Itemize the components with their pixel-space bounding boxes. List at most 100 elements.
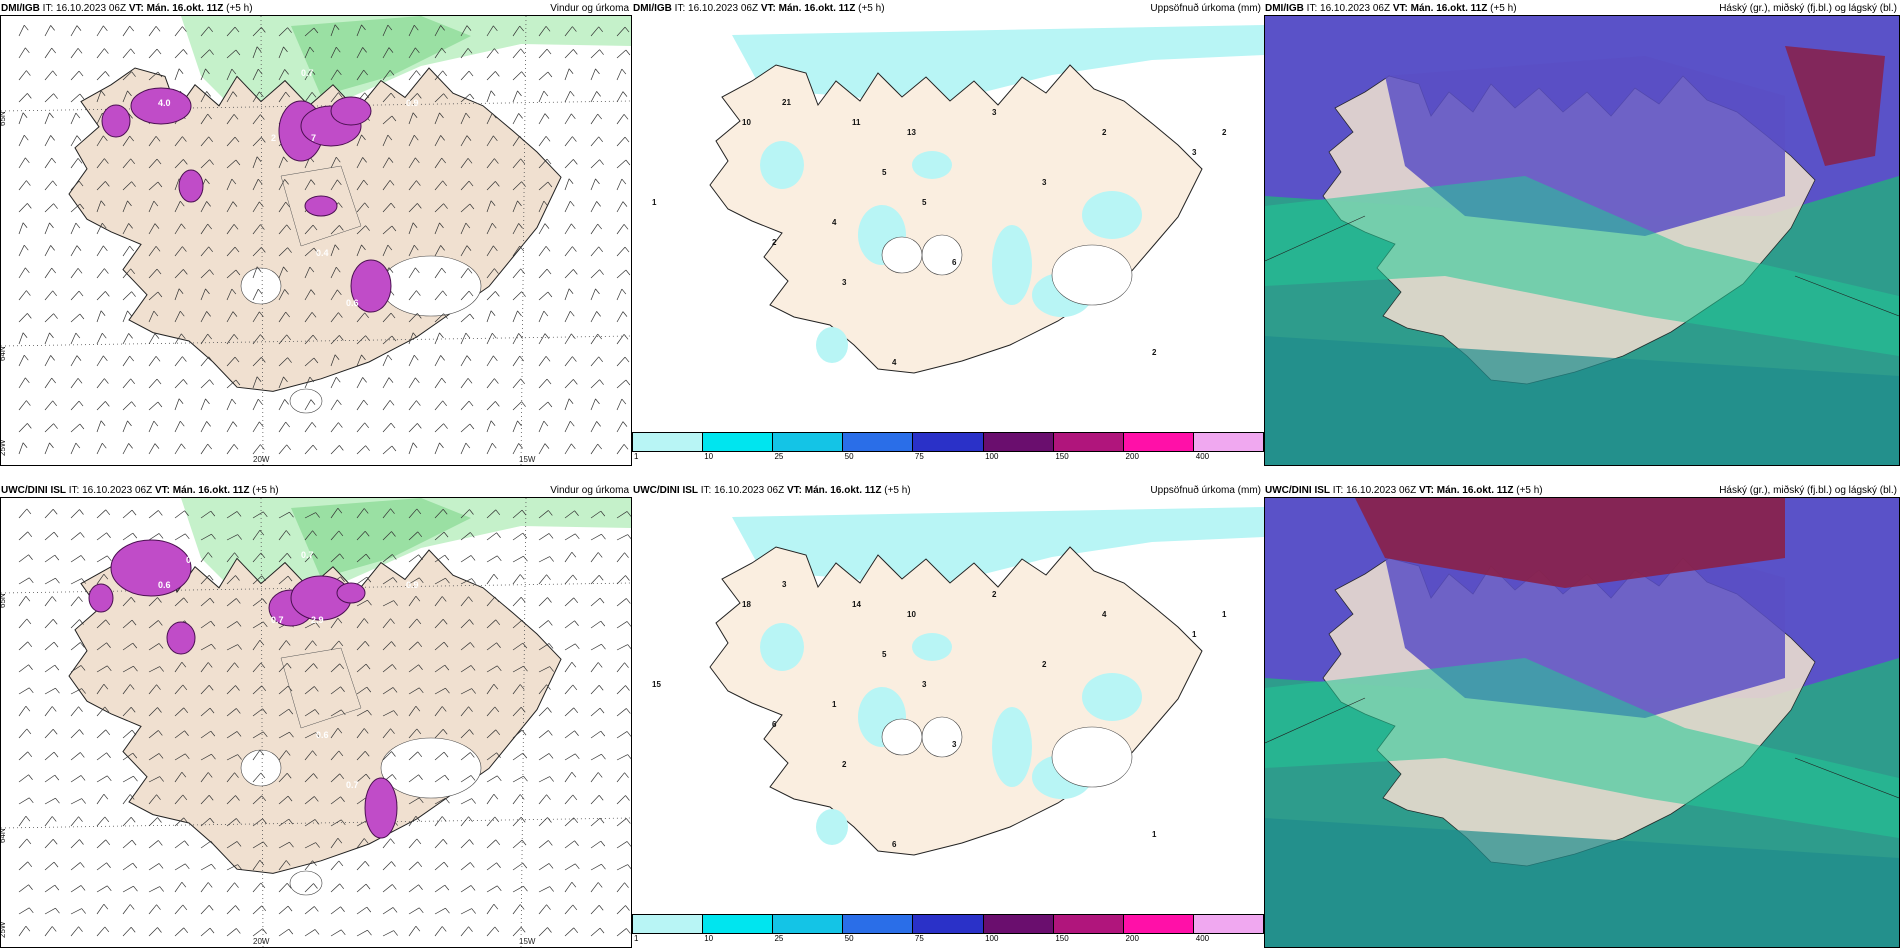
wind-barb <box>434 112 444 125</box>
precip-value-label: 0.9 <box>186 555 199 565</box>
wind-barb <box>200 574 214 585</box>
wind-barb <box>564 136 577 147</box>
wind-barb <box>96 222 107 235</box>
wind-barb <box>408 797 424 805</box>
panel-clouds-uwc: UWC/DINI ISL IT: 16.10.2023 06Z VT: Mán.… <box>1264 482 1900 948</box>
wind-barb <box>96 573 109 585</box>
wind-barb <box>226 864 242 871</box>
wind-barb <box>226 26 240 37</box>
wind-barb <box>252 27 266 37</box>
wind-barb <box>148 356 161 367</box>
wind-barb <box>330 640 344 651</box>
wind-barb <box>460 816 473 827</box>
wind-barb <box>512 25 524 37</box>
wind-barb <box>226 882 239 893</box>
wind-barb <box>486 885 502 893</box>
precip-amount-label: 3 <box>992 108 997 117</box>
wind-barb <box>200 510 216 519</box>
wind-barb <box>304 179 316 191</box>
wind-barb <box>408 157 420 169</box>
wind-barb <box>460 839 474 849</box>
wind-barb <box>122 71 136 81</box>
wind-barb <box>564 49 578 59</box>
wind-barb <box>434 641 449 651</box>
wind-barb <box>434 377 446 389</box>
precip-colorbar <box>632 914 1264 934</box>
low-cloud-band <box>1265 176 1899 356</box>
wind-barb <box>408 815 421 827</box>
wind-barb <box>512 181 526 191</box>
precip-amount-label: 1 <box>1192 630 1197 639</box>
wind-barb <box>590 49 604 59</box>
wind-barb <box>486 839 501 849</box>
wind-barb <box>512 619 527 629</box>
wind-barb <box>70 688 86 695</box>
wind-barb <box>460 642 475 651</box>
lon-label: 20W <box>253 937 270 946</box>
wind-barb <box>590 707 605 717</box>
wind-barb <box>408 442 418 455</box>
wind-barb <box>122 706 136 717</box>
wind-barb <box>278 795 293 805</box>
wind-barb <box>252 511 268 519</box>
wind-barb <box>70 25 82 37</box>
lat-label: 64N <box>1 828 7 843</box>
precip-area <box>816 809 848 845</box>
wind-barb <box>356 244 366 257</box>
wind-barb <box>330 376 341 389</box>
wind-barb <box>538 200 549 213</box>
wind-barb <box>590 620 606 629</box>
wind-barb <box>278 399 289 411</box>
wind-barb <box>486 642 501 651</box>
wind-barb <box>18 861 33 871</box>
wind-barb <box>18 70 31 81</box>
wind-barb <box>226 246 240 257</box>
wind-barb <box>18 134 29 147</box>
precip-area <box>992 707 1032 787</box>
wind-barb <box>44 245 55 257</box>
wind-barb <box>564 269 578 279</box>
wind-barb <box>18 664 33 673</box>
wind-barb <box>382 508 395 519</box>
wind-barb <box>356 883 371 893</box>
wind-barb <box>304 929 320 937</box>
wind-barb <box>278 882 292 893</box>
wind-barb <box>304 530 317 541</box>
wind-barb <box>460 203 475 213</box>
wind-barb <box>538 510 553 519</box>
wind-barb <box>96 532 111 541</box>
wind-barb <box>538 776 554 783</box>
wind-barb <box>122 333 133 345</box>
wind-barb <box>382 225 397 235</box>
wind-barb <box>226 905 240 915</box>
wind-barb <box>148 927 162 937</box>
wind-barb <box>486 619 501 629</box>
wind-barb <box>408 595 421 607</box>
wind-barb <box>200 443 212 455</box>
wind-barb <box>18 267 30 279</box>
wind-barb <box>382 930 398 937</box>
wind-barb <box>96 793 109 805</box>
wind-barb <box>382 312 396 323</box>
wind-barb <box>616 136 630 147</box>
wind-barb <box>538 356 551 367</box>
wind-barb <box>174 927 189 937</box>
wind-barb <box>616 598 631 607</box>
wind-barb <box>512 684 525 695</box>
wind-barb <box>174 533 190 541</box>
colorbar-segment <box>913 915 984 933</box>
wind-barb <box>122 885 138 893</box>
wind-barb <box>538 113 550 125</box>
wind-barb <box>278 750 291 761</box>
wind-barb <box>512 401 526 411</box>
wind-barb <box>304 686 319 695</box>
wind-barb <box>148 794 161 805</box>
wind-barb <box>174 49 188 59</box>
wind-barb <box>18 332 28 345</box>
precip-value-label: 0.6 <box>158 580 171 590</box>
lat-label: 64N <box>1 346 7 361</box>
wind-barb <box>148 684 161 695</box>
wind-barb <box>278 334 291 345</box>
precip-value-label: 0.4 <box>316 248 329 258</box>
wind-barb <box>460 665 476 673</box>
